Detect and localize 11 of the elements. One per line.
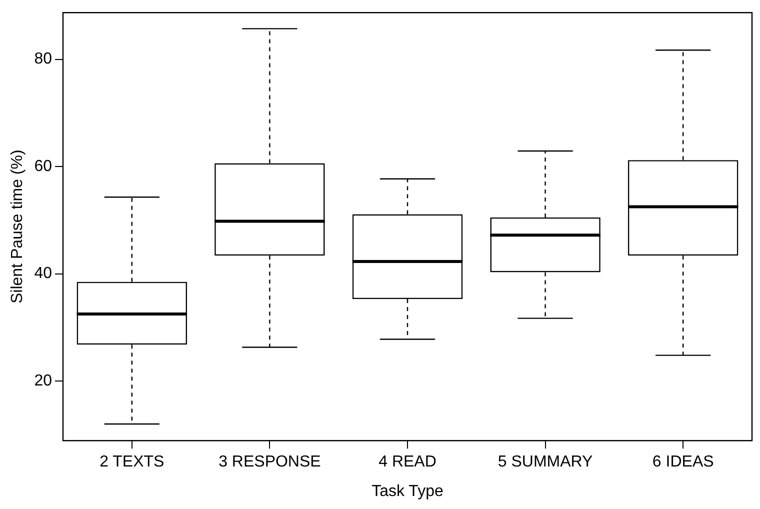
y-tick-label: 60 xyxy=(34,158,52,175)
x-tick-label: 5 SUMMARY xyxy=(498,454,594,471)
x-tick-label: 4 READ xyxy=(378,454,436,471)
x-tick-label: 2 TEXTS xyxy=(100,454,164,471)
y-tick-label: 20 xyxy=(34,372,52,390)
y-tick-label: 80 xyxy=(34,50,52,68)
x-tick-label: 3 RESPONSE xyxy=(218,454,321,471)
y-axis-title: Silent Pause time (%) xyxy=(9,150,26,304)
x-axis-title: Task Type xyxy=(372,482,444,500)
x-tick-label: 6 IDEAS xyxy=(652,454,714,471)
y-tick-label: 40 xyxy=(34,265,52,282)
